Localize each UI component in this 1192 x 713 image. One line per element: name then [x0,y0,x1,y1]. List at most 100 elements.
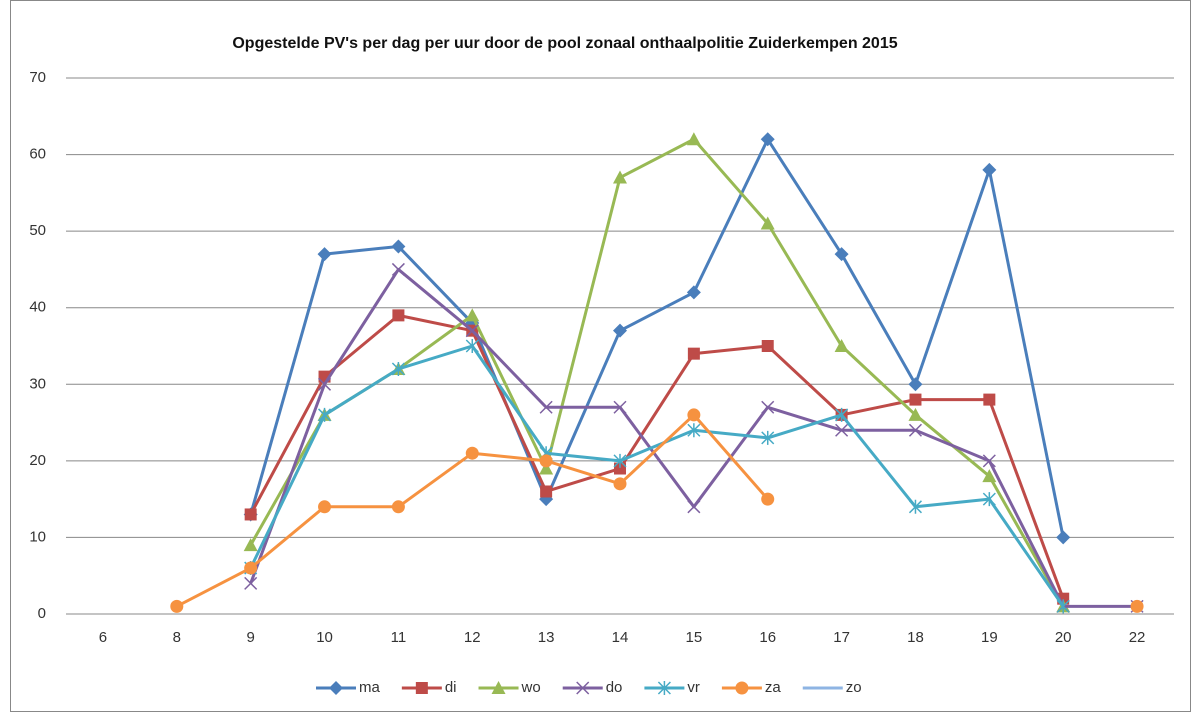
x-tick-label: 12 [464,629,481,646]
x-tick-label: 15 [686,629,703,646]
series-line [249,137,1065,538]
point [391,262,405,276]
x-tick-label: 19 [981,629,998,646]
y-tick-label: 40 [29,299,46,316]
legend-item: zo [802,679,862,696]
series-line [249,313,1065,600]
legend-label: ma [359,679,380,696]
point [687,500,701,514]
x-tick-label: 14 [612,629,629,646]
legend-marker [657,681,671,695]
legend-label: do [606,679,623,696]
point [244,576,258,590]
point [318,407,332,422]
y-tick-label: 20 [29,452,46,469]
point [686,132,701,146]
y-tick-label: 0 [38,605,46,622]
point [613,477,627,491]
point [1056,530,1071,545]
point [391,500,405,514]
legend-item: di [401,679,457,696]
y-tick-label: 30 [29,375,46,392]
point [1130,599,1144,613]
legend-label: di [445,679,457,696]
point [908,423,922,437]
point [614,462,626,475]
point [982,492,996,507]
point [835,423,849,437]
point [318,377,332,391]
point [392,309,405,322]
point [835,407,849,422]
x-tick-label: 16 [759,629,776,646]
point [391,239,406,254]
x-tick-label: 8 [173,629,181,646]
x-tick-label: 6 [99,629,107,646]
legend-marker [329,681,343,695]
point [465,324,479,338]
point [687,347,700,360]
point [760,216,775,230]
legend-label: wo [521,679,541,696]
point [687,423,701,438]
legend-marker [415,682,428,694]
x-tick-label: 10 [316,629,333,646]
point [170,599,184,613]
point [1056,599,1070,614]
legend-marker [491,681,506,694]
legend-item: ma [316,679,380,696]
legend-item: wo [478,679,541,696]
point [540,485,553,498]
point [244,508,257,521]
y-tick-label: 60 [29,146,46,163]
x-tick-label: 18 [907,629,924,646]
x-tick-label: 22 [1129,629,1146,646]
point [539,461,554,475]
point [982,454,996,468]
point [908,499,922,514]
legend-label: vr [687,679,700,696]
x-tick-label: 9 [246,629,254,646]
point [244,561,258,575]
point [687,408,701,422]
legend-marker [735,681,749,695]
x-tick-label: 17 [833,629,850,646]
point [613,323,627,338]
point [909,393,922,406]
legend-label: zo [846,679,862,696]
point [834,247,849,262]
point [761,492,775,506]
point [760,132,775,147]
point [982,162,997,177]
point [391,361,405,376]
legend-item: vr [644,679,700,696]
point [834,339,849,352]
point [243,538,258,552]
point [317,247,332,262]
legend-item: za [721,679,782,696]
point [465,446,479,460]
legend-marker [576,681,590,695]
series-line [249,344,1065,608]
legend-label: za [765,679,782,696]
point [908,377,923,392]
point [539,400,553,414]
point [983,393,996,406]
chart-title: Opgestelde PV's per dag per uur door de … [232,35,897,52]
legend-item: do [562,679,623,696]
point [761,340,774,352]
point [613,453,627,468]
y-tick-label: 50 [29,222,46,239]
point [539,454,553,468]
point [465,308,480,322]
point [686,285,701,300]
x-tick-label: 20 [1055,629,1072,646]
point [982,469,997,483]
point [613,170,627,184]
y-tick-label: 70 [29,69,46,86]
point [908,407,923,421]
point [761,400,775,414]
point [613,400,627,414]
point [465,339,479,353]
